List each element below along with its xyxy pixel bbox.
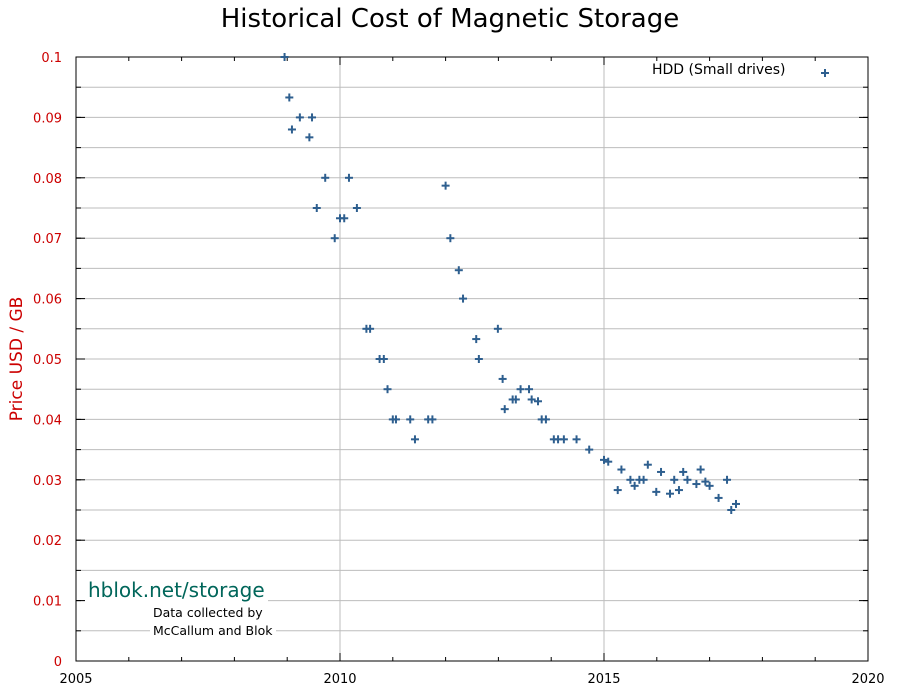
data-point [379, 355, 388, 363]
y-tick-label: 0.03 [33, 474, 62, 489]
data-point [308, 113, 317, 122]
data-point [617, 465, 626, 474]
credit-line-1: Data collected by [153, 605, 263, 620]
y-tick-labels: 0 0.01 0.02 0.03 0.04 0.05 0.06 0.07 0.08 0.09 0.1 [33, 51, 62, 670]
data-point [679, 467, 688, 476]
y-tick-label: 0.07 [33, 232, 62, 247]
y-tick-label: 0.04 [33, 413, 62, 428]
data-point [670, 475, 679, 484]
data-point [585, 445, 594, 454]
data-point [441, 181, 450, 190]
data-point [285, 93, 294, 102]
data-point [705, 481, 714, 490]
data-point [683, 475, 692, 484]
data-point [604, 457, 613, 466]
credit-line-2: McCallum and Blok [153, 623, 273, 638]
data-point [732, 499, 740, 508]
legend-marker [821, 69, 829, 77]
legend-plus-marker [821, 69, 829, 77]
data-point [727, 506, 736, 514]
watermark-site: hblok.net/storage [85, 578, 268, 602]
data-point [534, 397, 542, 406]
data-point [527, 395, 536, 404]
data-point [572, 435, 581, 444]
data-point [600, 455, 608, 464]
y-axis-label: Price USD / GB [7, 297, 27, 422]
data-point [639, 475, 648, 484]
data-point [723, 475, 732, 484]
data-point [330, 234, 339, 243]
x-tick-label: 2005 [59, 672, 92, 687]
watermark-credit: Data collected by McCallum and Blok [150, 604, 276, 640]
data-point [454, 266, 463, 275]
y-tick-label: 0.02 [33, 534, 62, 549]
data-point [643, 460, 652, 469]
data-point [446, 234, 455, 243]
data-point [366, 324, 375, 333]
data-point [652, 487, 661, 496]
data-point [657, 467, 666, 476]
data-point [525, 385, 534, 394]
x-tick-label: 2015 [587, 672, 620, 687]
data-point [312, 204, 321, 212]
x-tick-labels: 2005 2010 2015 2020 [59, 672, 884, 687]
data-point [701, 477, 710, 486]
y-tick-label: 0.09 [33, 111, 62, 126]
data-point [559, 435, 568, 444]
y-tick-label: 0.08 [33, 172, 62, 187]
data-point [383, 385, 392, 394]
chart-title: Historical Cost of Magnetic Storage [220, 4, 680, 34]
x-tick-label: 2020 [851, 672, 884, 687]
x-tick-label: 2010 [323, 672, 356, 687]
data-point [674, 486, 683, 495]
data-point [428, 415, 437, 424]
data-point [613, 486, 622, 495]
data-points [280, 53, 740, 514]
data-point [472, 335, 481, 344]
data-point [344, 173, 353, 182]
grid-lines [76, 57, 868, 661]
y-tick-label: 0 [54, 655, 62, 670]
data-point [352, 204, 361, 212]
data-point [474, 355, 483, 363]
legend-series-name: HDD (Small drives) [652, 62, 786, 78]
data-point [321, 173, 330, 182]
data-point [410, 435, 419, 444]
data-point [391, 415, 400, 424]
data-point [295, 113, 304, 122]
data-point [666, 489, 674, 498]
y-tick-label: 0.05 [33, 353, 62, 368]
data-point [406, 415, 415, 424]
data-point [459, 294, 468, 303]
data-point [340, 214, 349, 223]
data-point [630, 481, 639, 490]
y-tick-label: 0.1 [41, 51, 62, 66]
data-point [287, 125, 296, 134]
axis-ticks [75, 56, 869, 662]
y-tick-label: 0.01 [33, 595, 62, 610]
data-point [498, 374, 507, 383]
data-point [696, 465, 705, 474]
data-point [714, 493, 723, 502]
data-point [305, 133, 314, 142]
data-point [626, 475, 635, 484]
data-point [493, 324, 502, 333]
data-point [280, 53, 289, 61]
data-point [541, 415, 550, 424]
data-point [511, 395, 520, 404]
data-point [516, 385, 525, 394]
y-tick-label: 0.06 [33, 293, 62, 308]
data-point [500, 405, 509, 414]
data-point [692, 480, 701, 489]
